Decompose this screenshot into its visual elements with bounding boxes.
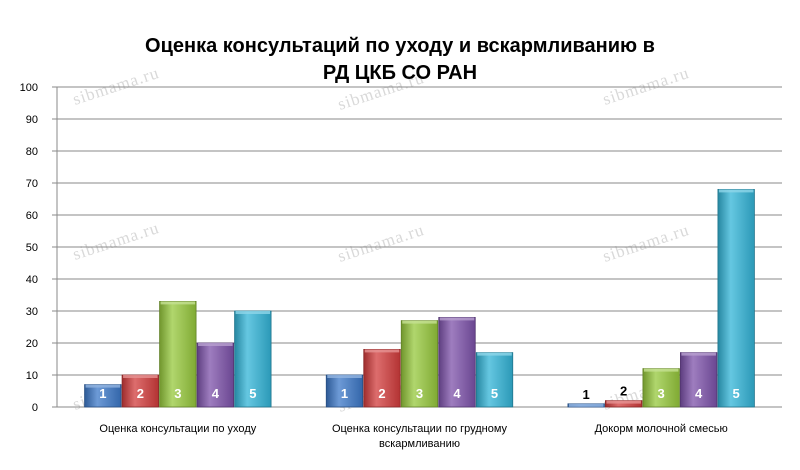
bar-data-label: 4 [212,386,220,401]
bar-highlight [198,343,233,346]
watermark-text: sibmama.ru [600,63,691,109]
y-tick-label: 40 [26,274,38,286]
bar-data-label: 2 [378,386,385,401]
bar-data-label: 1 [341,386,348,401]
bar-highlight [681,352,716,356]
y-tick-label: 70 [26,178,38,190]
x-category-label: вскармливанию [379,438,460,450]
y-axis-ticks: 0 10 20 30 40 50 60 70 80 90 100 [20,82,57,414]
bar-series-5-category-3 [717,188,755,408]
bar-highlight [364,349,400,353]
watermark-text: sibmama.ru [70,218,161,264]
x-category-label: Оценка консультации по грудному [332,423,508,435]
bar-series-2-category-1 [121,374,159,408]
bar-highlight [718,189,754,193]
x-category-label: Докорм молочной смесью [595,423,728,435]
y-tick-label: 30 [26,306,38,318]
bar-highlight [568,403,604,407]
bar-series-3-category-2 [400,320,439,408]
bar-highlight [235,311,271,314]
y-tick-label: 20 [26,338,38,350]
bar-series-3-category-3 [642,368,680,408]
watermark-text: sibmama.ru [335,220,426,266]
bar-series-4-category-1 [196,342,234,408]
bar-data-label: 3 [416,386,423,401]
bar-series-4-category-3 [680,352,718,408]
bar-highlight [160,301,196,305]
y-tick-label: 50 [26,242,38,254]
bar-data-label: 4 [695,386,703,401]
bar-highlight [402,320,437,324]
y-tick-label: 80 [26,146,38,158]
bar-highlight [327,375,362,378]
bar-data-label: 1 [99,386,106,401]
x-axis-labels: Оценка консультации по уходу Оценка консу… [99,423,727,450]
y-tick-label: 60 [26,210,38,222]
y-tick-label: 10 [26,370,38,382]
bar-series-1-category-2 [325,374,364,408]
bar-data-label: 3 [658,386,665,401]
y-tick-label: 100 [20,82,38,94]
bar-data-label: 5 [733,386,740,401]
bar-series-5-category-1 [234,310,272,408]
bar-data-label: 2 [620,384,627,399]
bar-data-label: 2 [137,386,144,401]
bar-series-3-category-1 [159,300,197,408]
bar-data-label: 4 [453,386,461,401]
bar-highlight [439,317,475,321]
x-category-label: Оценка консультации по уходу [99,423,256,435]
y-tick-label: 0 [32,402,38,414]
bar-data-label: 5 [249,386,256,401]
watermark-text: sibmama.ru [70,63,161,109]
watermark-text: sibmama.ru [600,220,691,266]
bar-data-label: 3 [174,386,181,401]
bar-data-label: 5 [491,386,498,401]
bar-highlight [123,375,158,378]
bar-data-label: 1 [583,387,590,402]
chart-title-line-1: Оценка консультаций по уходу и вскармлив… [145,35,655,57]
bar-highlight [85,384,121,388]
bar-series-5-category-2 [475,352,514,408]
chart-title-line-2: РД ЦКБ СО РАН [323,62,477,84]
bar-highlight [477,352,512,356]
bar-highlight [606,400,641,404]
bars: 1 2 3 4 5 1 2 3 4 5 1 2 3 4 5 [84,188,755,408]
bar-highlight [643,368,679,372]
y-tick-label: 90 [26,114,38,126]
